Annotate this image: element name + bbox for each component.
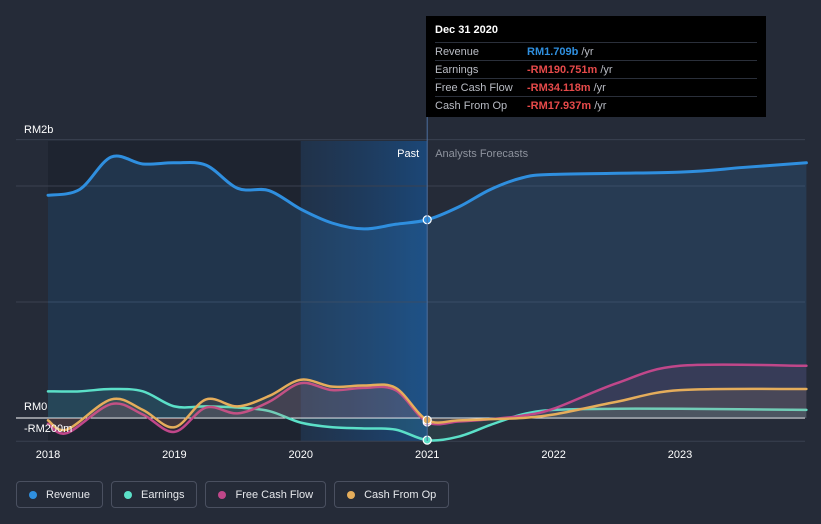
tooltip-row-cash-from-op: Cash From Op -RM17.937m /yr bbox=[435, 96, 757, 114]
y-axis-label: RM0 bbox=[24, 401, 47, 413]
legend: Revenue Earnings Free Cash Flow Cash Fro… bbox=[16, 481, 450, 508]
free-cash-flow-area bbox=[48, 364, 807, 434]
tooltip-label: Cash From Op bbox=[435, 99, 508, 112]
legend-dot-icon bbox=[29, 490, 37, 499]
tooltip-label: Earnings bbox=[435, 63, 479, 76]
legend-label: Cash From Op bbox=[364, 488, 437, 501]
x-tick-label: 2021 bbox=[415, 449, 439, 461]
tooltip-row-free-cash-flow: Free Cash Flow -RM34.118m /yr bbox=[435, 78, 757, 96]
tooltip-unit: /yr bbox=[581, 45, 594, 58]
tooltip-row-revenue: Revenue RM1.709b /yr bbox=[435, 42, 757, 60]
x-tick-label: 2022 bbox=[541, 449, 565, 461]
cash-from-op-area bbox=[48, 379, 807, 431]
tooltip-value: -RM34.118m bbox=[527, 81, 591, 94]
legend-item-free-cash-flow[interactable]: Free Cash Flow bbox=[205, 481, 327, 508]
tooltip-label: Free Cash Flow bbox=[435, 81, 513, 94]
x-tick-label: 2019 bbox=[162, 449, 186, 461]
tooltip: Dec 31 2020 Revenue RM1.709b /yr Earning… bbox=[426, 16, 766, 117]
tooltip-value: -RM17.937m bbox=[527, 99, 592, 112]
tooltip-label: Revenue bbox=[435, 45, 480, 58]
legend-label: Earnings bbox=[141, 488, 185, 501]
x-tick-label: 2023 bbox=[668, 449, 692, 461]
y-axis-label: RM2b bbox=[24, 124, 53, 136]
legend-label: Free Cash Flow bbox=[235, 488, 314, 501]
tooltip-value: -RM190.751m bbox=[527, 63, 598, 76]
legend-dot-icon bbox=[124, 490, 133, 499]
tooltip-unit: /yr bbox=[594, 99, 607, 112]
tooltip-unit: /yr bbox=[593, 81, 606, 94]
tooltip-value: RM1.709b bbox=[527, 45, 579, 58]
legend-dot-icon bbox=[347, 490, 356, 499]
x-tick-label: 2018 bbox=[36, 449, 60, 461]
legend-item-cash-from-op[interactable]: Cash From Op bbox=[334, 481, 450, 508]
past-highlight-region bbox=[300, 141, 428, 441]
x-tick-label: 2020 bbox=[289, 449, 313, 461]
cash-from-op-line bbox=[46, 378, 808, 432]
legend-item-earnings[interactable]: Earnings bbox=[111, 481, 198, 508]
y-axis-label: -RM200m bbox=[24, 423, 72, 435]
legend-item-revenue[interactable]: Revenue bbox=[16, 481, 104, 508]
tooltip-row-earnings: Earnings -RM190.751m /yr bbox=[435, 60, 757, 78]
revenue-line bbox=[46, 154, 808, 231]
forecast-label: Analysts Forecasts bbox=[435, 148, 528, 160]
legend-dot-icon bbox=[218, 490, 227, 499]
free-cash-flow-line bbox=[46, 363, 808, 435]
past-label: Past bbox=[397, 148, 419, 160]
earnings-line bbox=[46, 387, 808, 442]
tooltip-date: Dec 31 2020 bbox=[435, 24, 498, 36]
tooltip-unit: /yr bbox=[600, 63, 613, 76]
legend-label: Revenue bbox=[46, 488, 91, 501]
